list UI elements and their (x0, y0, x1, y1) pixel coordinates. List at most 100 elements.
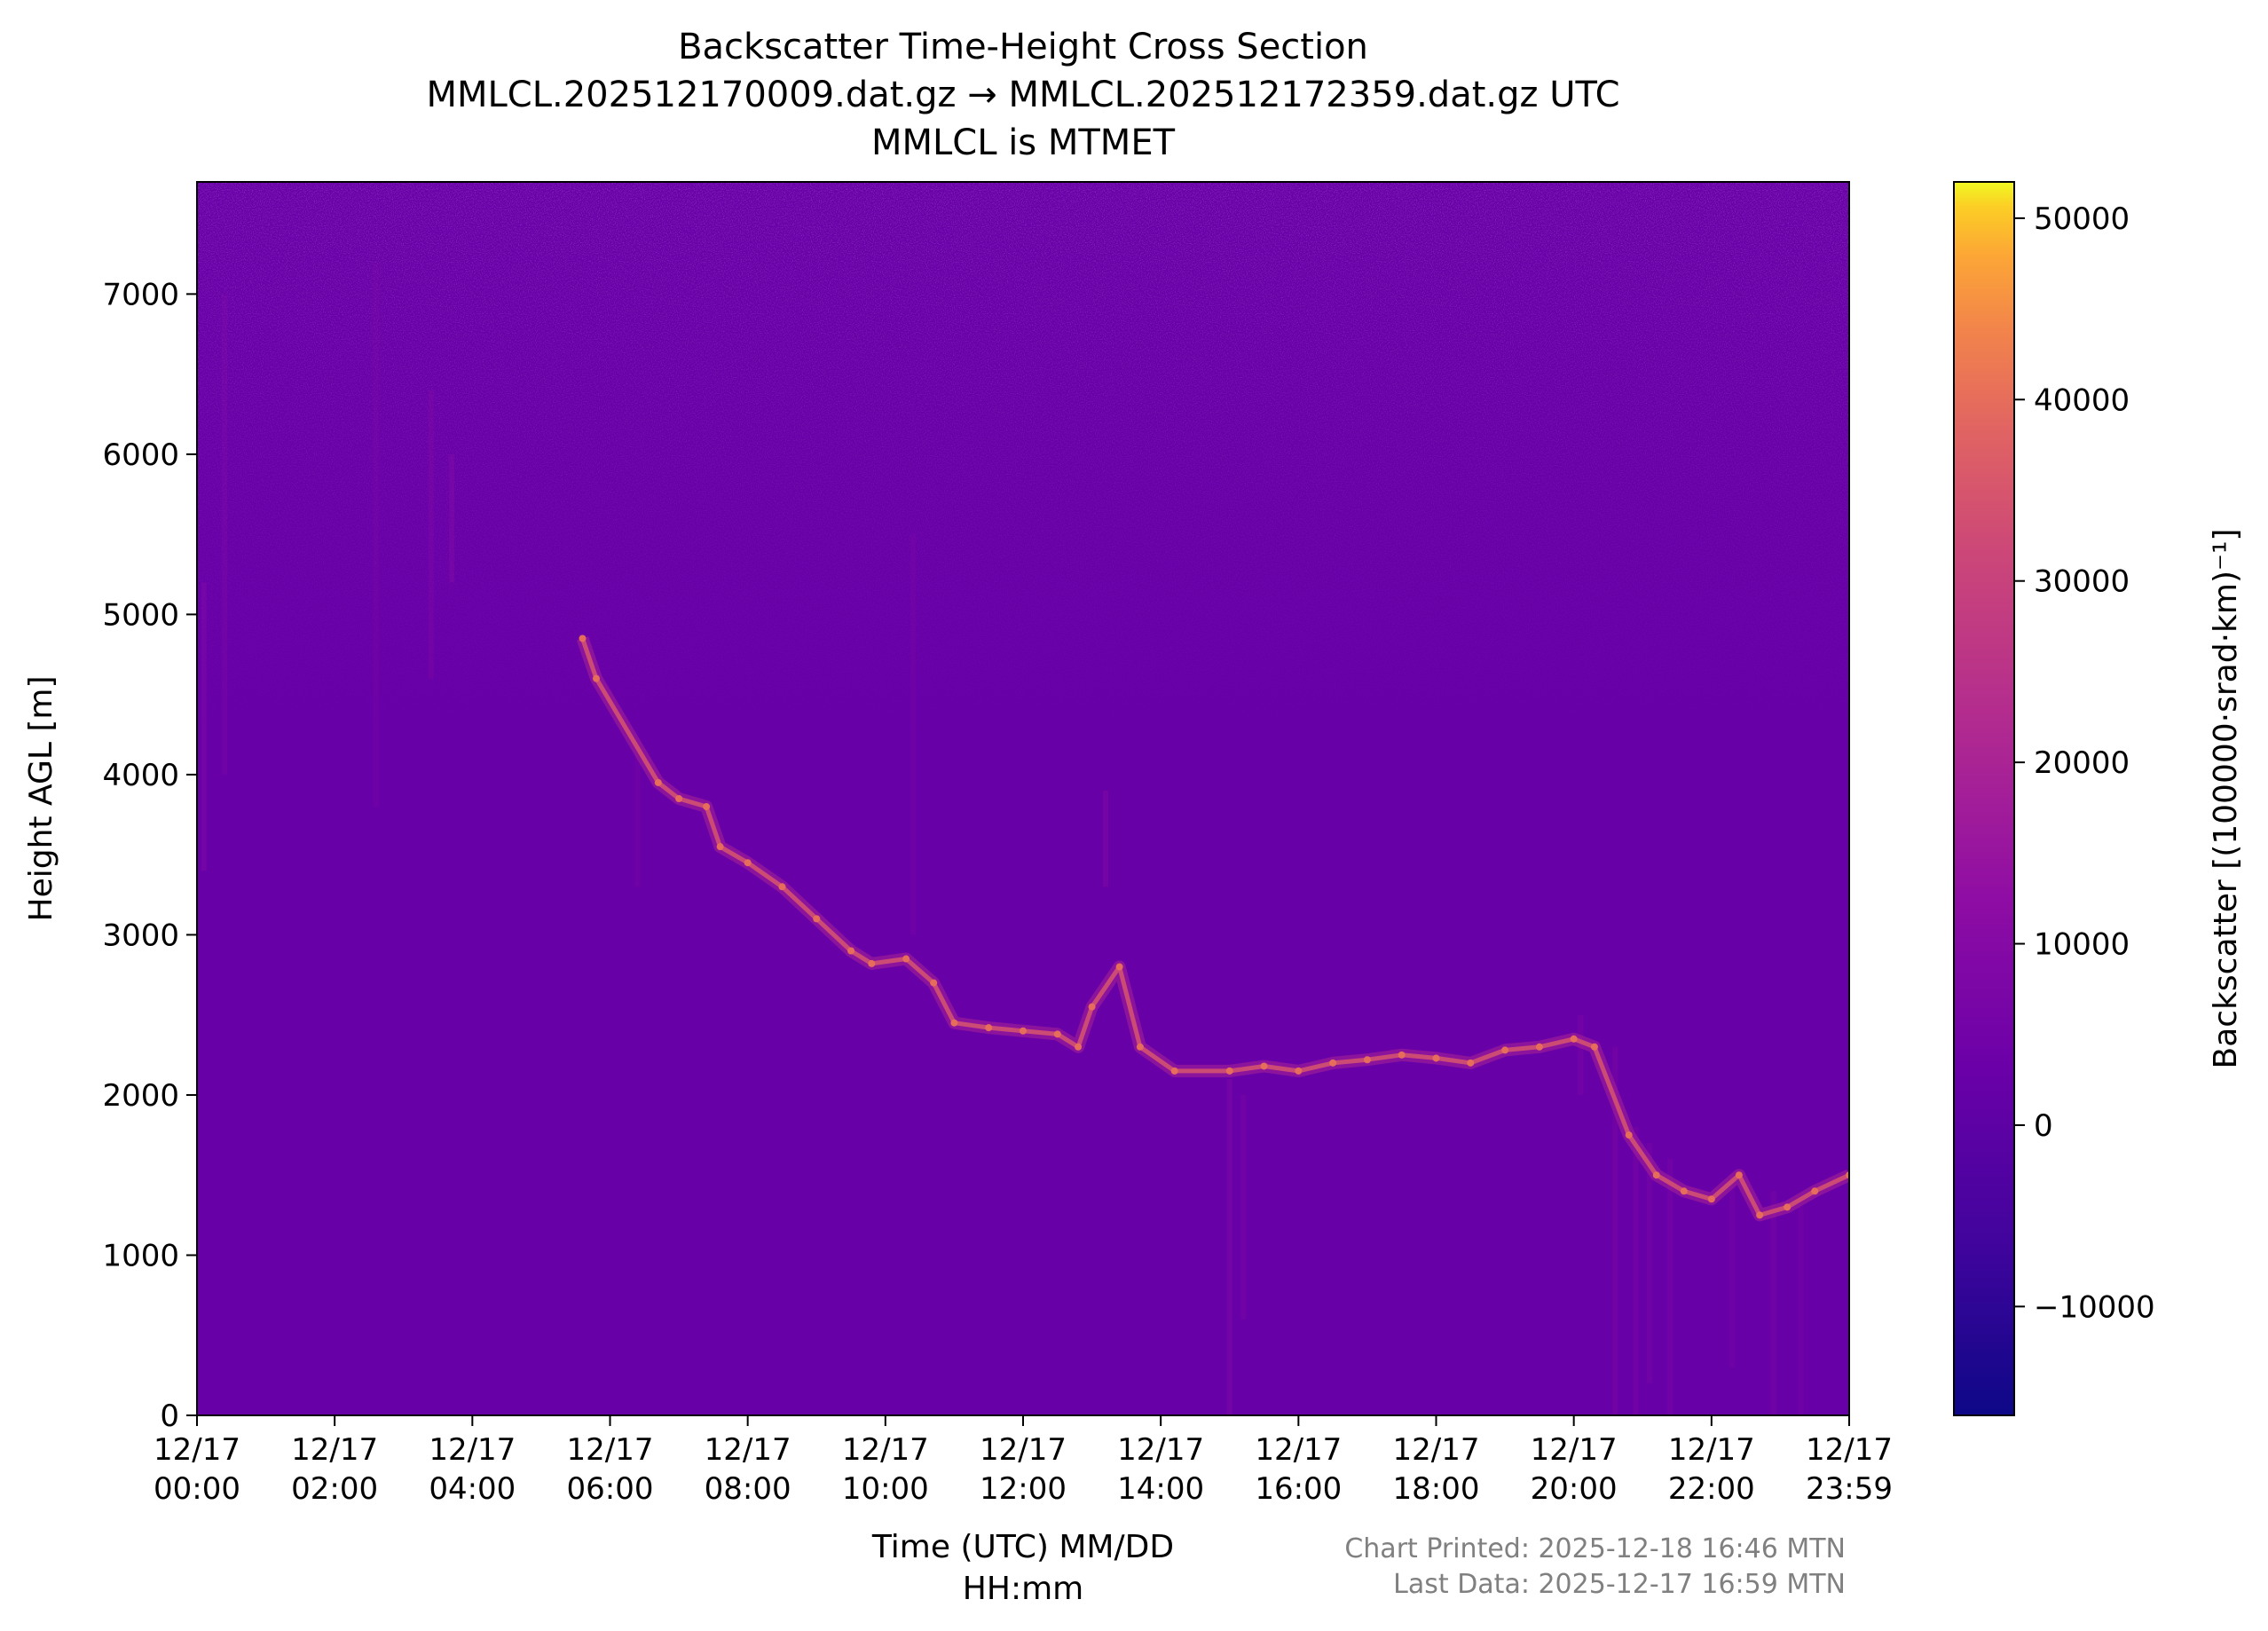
upper-noise-texture (197, 182, 1849, 1415)
cloud-layer-point (592, 674, 600, 682)
y-tick-label: 5000 (102, 597, 179, 633)
cloud-layer-point (930, 979, 938, 987)
x-tick-date: 12/17 (842, 1432, 929, 1468)
cloud-layer-point (1735, 1171, 1743, 1179)
x-tick-time: 02:00 (291, 1471, 378, 1507)
y-tick-label: 3000 (102, 918, 179, 953)
precip-streak (449, 453, 455, 583)
cloud-layer-point (813, 915, 821, 923)
precip-streak (1647, 1143, 1653, 1383)
x-tick-time: 06:00 (567, 1471, 654, 1507)
precip-streak (1729, 1175, 1736, 1367)
cloud-layer-point (1432, 1054, 1440, 1062)
colorbar-tick-label: 50000 (2034, 201, 2130, 237)
x-tick-date: 12/17 (1117, 1432, 1204, 1468)
y-tick-label: 4000 (102, 758, 179, 793)
precip-streak (1798, 1207, 1804, 1415)
x-tick-time: 08:00 (705, 1471, 791, 1507)
last-data-note: Last Data: 2025-12-17 16:59 MTN (1393, 1569, 1846, 1600)
x-tick-date: 12/17 (291, 1432, 378, 1468)
x-axis-ticks: 12/1700:0012/1702:0012/1704:0012/1706:00… (154, 1415, 1893, 1507)
x-tick-time: 14:00 (1117, 1471, 1204, 1507)
colorbar-tick-label: 0 (2034, 1108, 2053, 1144)
cloud-layer-point (703, 803, 711, 811)
cloud-layer-point (1115, 963, 1123, 971)
cloud-layer-point (950, 1019, 958, 1027)
colorbar: −10000 0 10000 20000 30000 40000 50000 Backsca… (1953, 181, 2244, 1416)
cloud-layer-point (1467, 1059, 1475, 1067)
cloud-layer-point (1020, 1027, 1027, 1035)
x-tick-date: 12/17 (1255, 1432, 1342, 1468)
y-tick-label: 0 (160, 1399, 179, 1434)
x-tick-time: 04:00 (429, 1471, 516, 1507)
x-tick-time: 00:00 (154, 1471, 240, 1507)
precip-streak (634, 742, 641, 887)
cloud-layer-point (716, 843, 724, 851)
cloud-layer-point (985, 1024, 993, 1032)
cloud-layer-point (1756, 1211, 1764, 1219)
y-tick-label: 2000 (102, 1078, 179, 1114)
x-tick-date: 12/17 (1393, 1432, 1480, 1468)
y-tick-label: 7000 (102, 277, 179, 312)
colorbar-ticks: −10000 0 10000 20000 30000 40000 50000 (2014, 201, 2155, 1325)
precip-streak (222, 294, 228, 775)
x-tick-date: 12/17 (1668, 1432, 1755, 1468)
heatmap-plot-area (196, 181, 1850, 1416)
colorbar-tick-label: 20000 (2034, 745, 2130, 781)
cloud-layer-point (1811, 1187, 1819, 1195)
cloud-layer-point (1590, 1043, 1598, 1051)
precip-streak (1633, 1127, 1639, 1415)
cloud-layer-point (1329, 1059, 1337, 1067)
cloud-layer-point (1707, 1195, 1715, 1203)
precip-streak (1770, 1191, 1776, 1415)
chart-subtitle-station: MMLCL is MTMET (871, 122, 1176, 163)
cloud-layer-point (778, 883, 786, 891)
colorbar-label: Backscatter [(100000·srad·km)⁻¹] (2208, 529, 2244, 1069)
cloud-layer-point (1501, 1046, 1509, 1054)
cloud-layer-point (1225, 1067, 1233, 1075)
colorbar-gradient (1953, 181, 2015, 1416)
precip-streak (1240, 1094, 1247, 1320)
cloud-layer-point (1652, 1171, 1660, 1179)
cloud-layer-point (868, 959, 876, 967)
precip-streak (1103, 790, 1109, 887)
precip-streak (910, 534, 916, 935)
y-axis-ticks: 0 1000 2000 3000 4000 5000 6000 7000 (102, 277, 197, 1434)
precip-streak (1612, 1046, 1618, 1415)
cloud-layer-point (1570, 1035, 1578, 1043)
cloud-layer-point (1535, 1043, 1543, 1051)
y-tick-label: 6000 (102, 437, 179, 473)
cloud-layer-point (1260, 1062, 1268, 1070)
cloud-layer-point (744, 859, 752, 867)
colorbar-tick-label: 10000 (2034, 927, 2130, 963)
cloud-layer-point (1295, 1067, 1303, 1075)
x-tick-date: 12/17 (1531, 1432, 1618, 1468)
x-tick-time: 23:59 (1806, 1471, 1893, 1507)
precip-streak (428, 390, 434, 679)
x-tick-time: 12:00 (980, 1471, 1067, 1507)
cloud-layer-point (579, 634, 587, 642)
cloud-layer-point (847, 947, 855, 955)
cloud-layer-point (1170, 1067, 1178, 1075)
x-axis-label-line1: Time (UTC) MM/DD (871, 1529, 1174, 1565)
colorbar-tick-label: 40000 (2034, 382, 2130, 418)
cloud-layer-point (1625, 1131, 1633, 1139)
cloud-layer-point (1088, 1003, 1096, 1011)
x-tick-time: 18:00 (1393, 1471, 1480, 1507)
x-tick-time: 20:00 (1531, 1471, 1618, 1507)
x-tick-date: 12/17 (429, 1432, 516, 1468)
cloud-layer-point (1053, 1030, 1061, 1038)
colorbar-tick-label: 30000 (2034, 564, 2130, 600)
cloud-base-layer (576, 634, 1849, 1222)
x-axis-label-line2: HH:mm (963, 1571, 1083, 1607)
cloud-layer-point (675, 795, 683, 802)
x-tick-date: 12/17 (1806, 1432, 1893, 1468)
cloud-layer-point (1136, 1043, 1144, 1051)
precipitation-streaks (201, 262, 1804, 1415)
x-tick-time: 22:00 (1668, 1471, 1755, 1507)
chart-printed-note: Chart Printed: 2025-12-18 16:46 MTN (1344, 1533, 1846, 1564)
x-tick-time: 10:00 (842, 1471, 929, 1507)
cloud-layer-point (1075, 1043, 1083, 1051)
cloud-layer-point (654, 778, 662, 786)
